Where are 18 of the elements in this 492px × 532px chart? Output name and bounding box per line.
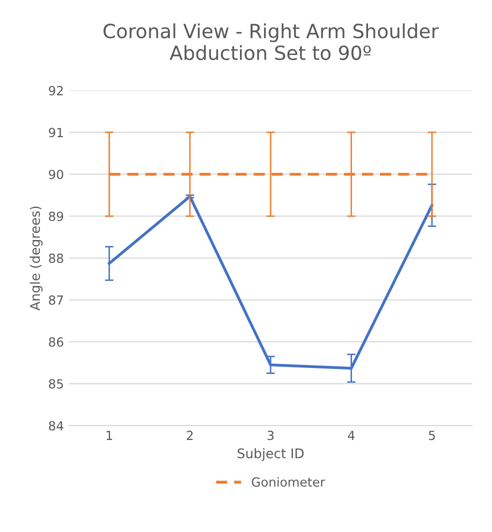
y-tick-label: 87 <box>48 295 63 305</box>
y-tick-label: 92 <box>48 86 63 96</box>
x-tick-label: 5 <box>428 430 435 440</box>
x-tick-label: 4 <box>348 430 355 440</box>
y-tick-label: 89 <box>48 212 64 222</box>
x-axis-title: Subject ID <box>238 448 304 461</box>
y-tick-label: 85 <box>48 379 63 389</box>
chart-title: Coronal View - Right Arm Shoulder Abduction Set to 90º <box>104 23 439 60</box>
y-tick-label: 88 <box>48 253 64 263</box>
legend-label: Goniometer <box>252 477 326 487</box>
x-tick-label: 3 <box>268 430 274 440</box>
y-tick-label: 86 <box>48 337 64 347</box>
x-tick-label: 1 <box>106 430 112 440</box>
y-tick-label: 90 <box>48 170 64 180</box>
x-tick-label: 2 <box>186 430 193 440</box>
y-tick-label: 84 <box>48 421 64 431</box>
y-tick-label: 91 <box>48 128 63 138</box>
y-axis-title: Angle (degrees) <box>30 206 43 310</box>
